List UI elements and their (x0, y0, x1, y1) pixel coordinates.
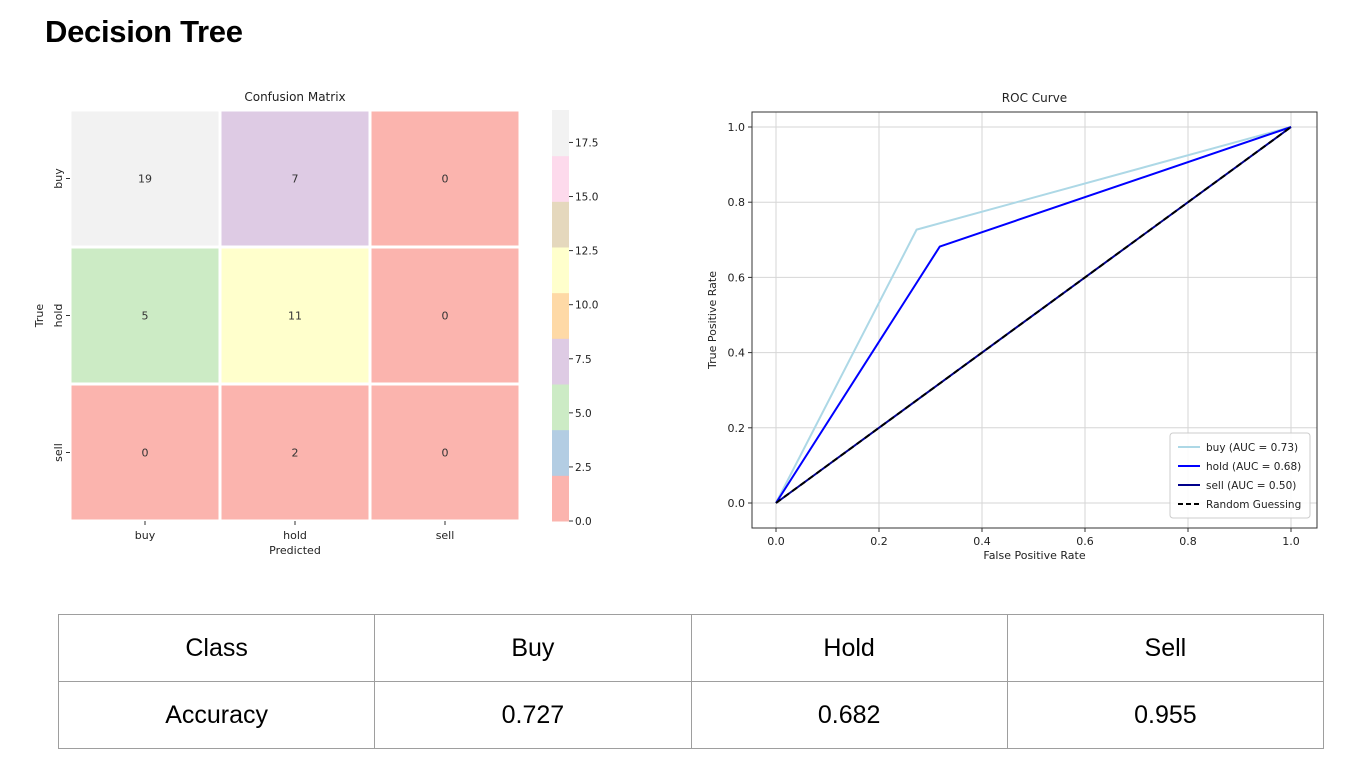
y-tick-label: buy (52, 168, 65, 189)
x-tick-label: 1.0 (1282, 535, 1300, 548)
table-row: Accuracy 0.727 0.682 0.955 (57, 681, 1325, 749)
cell-value-label: 7 (292, 173, 299, 186)
heatmap-cell (368, 245, 522, 386)
x-tick-label: 0.8 (1179, 535, 1197, 548)
y-tick-label: hold (52, 304, 65, 328)
x-tick-label: 0.6 (1076, 535, 1094, 548)
header-cell-buy: Buy (374, 614, 692, 682)
x-tick-label: sell (436, 529, 455, 542)
x-axis-label: False Positive Rate (983, 549, 1085, 562)
cell-value-label: 2 (292, 447, 299, 460)
y-tick-label: 0.6 (728, 271, 746, 284)
y-axis-label: True Positive Rate (706, 271, 719, 370)
x-tick-label: 0.4 (973, 535, 991, 548)
cell-value-label: 0 (442, 447, 449, 460)
header-cell-hold: Hold (690, 614, 1008, 682)
heatmap-cell (218, 108, 372, 249)
legend-label: buy (AUC = 0.73) (1206, 442, 1298, 454)
accuracy-cell-hold: 0.682 (690, 681, 1008, 749)
page-title: Decision Tree (45, 14, 243, 49)
confusion-matrix-chart: 19 7 0 5 11 0 0 2 0 buy hold sell buy hold sell Confusi… (33, 90, 598, 557)
x-tick-label: 0.0 (767, 535, 785, 548)
y-tick-label: 0.8 (728, 196, 746, 209)
series-line-random-guessing (775, 126, 1292, 504)
cell-value-label: 0 (442, 310, 449, 323)
legend-label: hold (AUC = 0.68) (1206, 461, 1301, 473)
header-cell-class: Class (57, 614, 376, 682)
row-label-accuracy: Accuracy (57, 681, 376, 749)
plot-frame (751, 111, 1318, 529)
roc-curve-chart: 0.0 0.2 0.4 0.6 0.8 1.0 0.0 0.2 0.4 0.6 0.8 1.0 ROC … (706, 91, 1318, 562)
y-tick-label: 0.2 (728, 422, 746, 435)
cell-value-label: 0 (142, 447, 149, 460)
y-tick-label: 1.0 (728, 121, 746, 134)
colorbar-tick-label: 2.5 (575, 462, 592, 474)
accuracy-table: Class Buy Hold Sell Accuracy 0.727 0.682… (57, 614, 1325, 749)
header-cell-sell: Sell (1006, 614, 1325, 682)
y-tick-label: 0.4 (728, 347, 746, 360)
cell-value-label: 11 (288, 310, 302, 323)
x-tick-label: buy (135, 529, 156, 542)
colorbar-segment (552, 384, 569, 431)
accuracy-cell-buy: 0.727 (374, 681, 692, 749)
cell-value-label: 0 (442, 173, 449, 186)
chart-title: Confusion Matrix (244, 90, 345, 104)
heatmap-cell (68, 108, 222, 249)
colorbar-tick-label: 10.0 (575, 300, 598, 312)
x-tick-label: 0.2 (870, 535, 888, 548)
colorbar-tick-label: 7.5 (575, 354, 592, 366)
heatmap-cell (218, 382, 372, 523)
colorbar-tick-label: 5.0 (575, 408, 592, 420)
colorbar-segment (552, 201, 569, 248)
colorbar-tick-label: 12.5 (575, 246, 598, 258)
colorbar-segment (552, 247, 569, 294)
heatmap-cell (368, 108, 522, 249)
cell-value-label: 19 (138, 173, 152, 186)
y-axis-label: True (33, 304, 46, 329)
y-tick-label: 0.0 (728, 497, 746, 510)
series-line-roc-0 (775, 126, 1292, 504)
legend-label: sell (AUC = 0.50) (1206, 480, 1296, 492)
accuracy-cell-sell: 0.955 (1006, 681, 1325, 749)
series-line-roc-1 (775, 126, 1292, 504)
x-tick-label: hold (283, 529, 307, 542)
legend-label: Random Guessing (1206, 499, 1301, 511)
table-header-row: Class Buy Hold Sell (57, 614, 1325, 682)
colorbar-tick-label: 15.0 (575, 192, 598, 204)
cell-value-label: 5 (142, 310, 149, 323)
colorbar-segment (552, 292, 569, 339)
y-tick-label: sell (52, 443, 65, 462)
chart-title: ROC Curve (1002, 91, 1067, 105)
legend-box (1169, 432, 1311, 519)
colorbar-tick-label: 17.5 (575, 137, 598, 149)
colorbar-segment (552, 155, 569, 202)
colorbar-tick-label: 0.0 (575, 516, 592, 528)
colorbar-segment (552, 429, 569, 476)
colorbar-segment (552, 110, 569, 157)
colorbar-segment (552, 475, 569, 522)
x-axis-label: Predicted (269, 544, 321, 557)
colorbar-segment (552, 338, 569, 385)
